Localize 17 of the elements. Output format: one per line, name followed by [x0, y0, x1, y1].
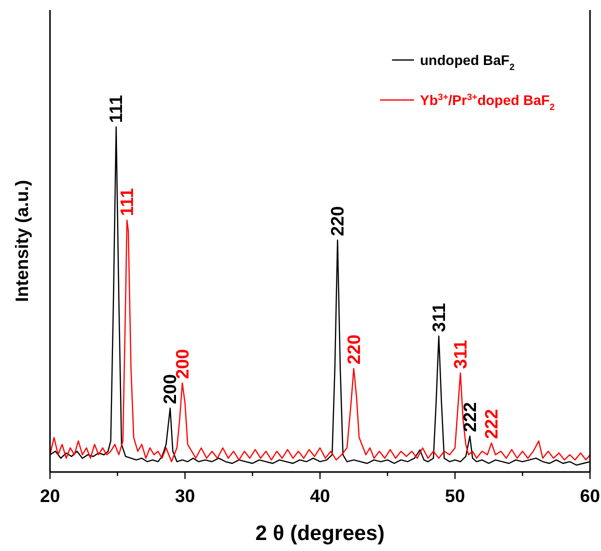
x-tick-label: 60: [580, 486, 600, 506]
x-axis-title: 2 θ (degrees): [255, 522, 385, 545]
x-tick-label: 20: [40, 486, 60, 506]
legend-label: Yb$^{3+}$/Pr$^{3+}$doped BaF$_{2}$: [420, 92, 555, 112]
annotation: 311: [450, 340, 470, 369]
x-tick-label: 40: [310, 486, 330, 506]
annotation: 222: [481, 408, 502, 440]
annotation: 111: [116, 188, 137, 216]
x-tick-label: 30: [174, 486, 196, 506]
x-tick-label: 50: [444, 486, 466, 506]
annotation: 311: [428, 303, 449, 332]
annotation: 220: [344, 334, 364, 364]
annotation: 111: [106, 94, 126, 123]
legend-label: undoped BaF$_{2}$: [420, 52, 514, 72]
annotation: 222: [460, 402, 480, 432]
annotation: 220: [328, 206, 348, 236]
y-axis-title: Intensity (a.u.): [12, 180, 32, 302]
